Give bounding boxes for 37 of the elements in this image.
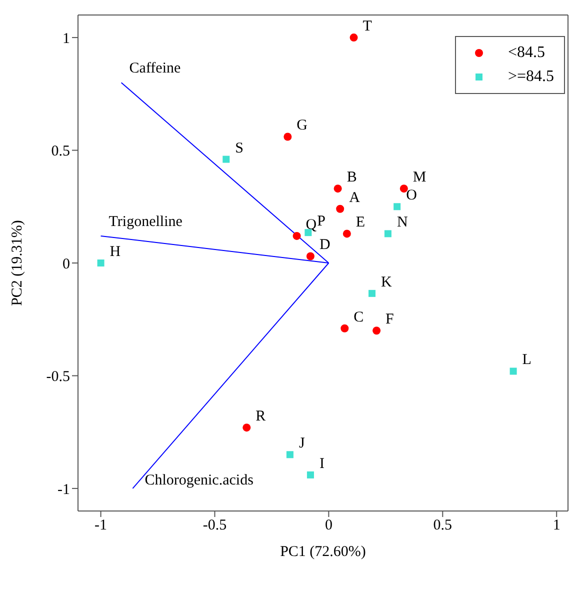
data-label: L — [522, 352, 532, 368]
data-label: D — [319, 237, 330, 254]
data-label: B — [346, 170, 357, 186]
x-tick-label: -1 — [94, 518, 108, 534]
annotation: Caffeine — [129, 60, 182, 77]
data-label: O — [406, 188, 418, 204]
y-tick-label: 0 — [62, 256, 70, 272]
data-label: A — [349, 190, 360, 206]
data-label: Q — [306, 216, 317, 233]
y-axis-title: PC2 (19.31%) — [9, 220, 26, 306]
data-label: T — [362, 18, 372, 35]
x-tick-label: -0.5 — [202, 518, 227, 534]
y-tick-label: 1 — [62, 30, 70, 47]
annotation: Trigonelline — [108, 214, 183, 230]
data-label: M — [412, 170, 426, 186]
data-label: P — [317, 214, 326, 230]
data-label: G — [296, 118, 308, 134]
data-label: K — [381, 274, 392, 290]
x-tick-label: 0 — [324, 518, 332, 534]
data-label: J — [298, 436, 305, 452]
x-tick-label: 0.5 — [433, 518, 452, 534]
legend-label: <84.5 — [508, 43, 545, 63]
annotation: Chlorogenic.acids — [144, 472, 254, 488]
data-label: C — [354, 309, 364, 326]
data-label: N — [396, 214, 408, 231]
data-label: E — [356, 214, 366, 231]
data-label: R — [256, 408, 266, 425]
y-tick-label: -0.5 — [46, 369, 70, 386]
data-label: F — [386, 312, 394, 328]
data-label: I — [319, 456, 324, 472]
data-label: H — [110, 244, 121, 260]
legend-label: >=84.5 — [508, 67, 554, 87]
data-label: S — [235, 140, 244, 156]
x-axis-title: PC1 (72.60%) — [280, 544, 366, 560]
x-tick-label: 1 — [552, 518, 560, 534]
y-tick-label: 0.5 — [51, 144, 70, 160]
y-tick-label: -1 — [58, 482, 70, 498]
